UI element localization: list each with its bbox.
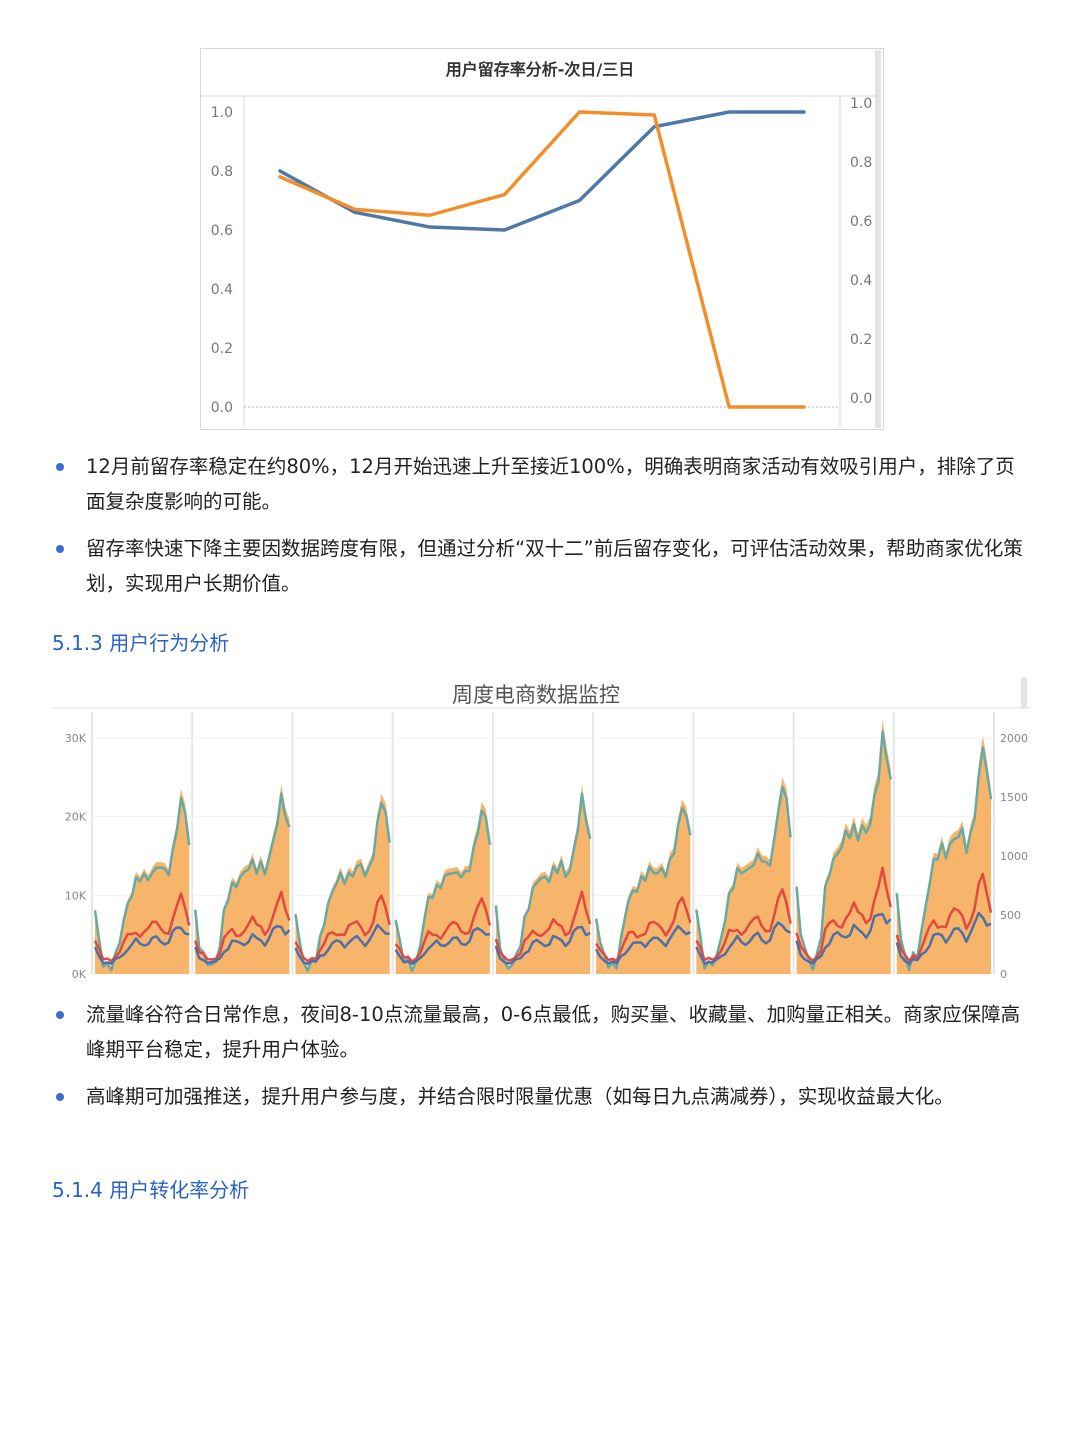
bullet-dot bbox=[56, 1093, 64, 1101]
traffic-chart-title: 周度电商数据监控 bbox=[452, 683, 620, 707]
traffic-area-day-2 bbox=[195, 784, 290, 974]
retention-y2-tick-label: 0.6 bbox=[850, 214, 872, 230]
traffic-line-red-day-6 bbox=[595, 896, 692, 962]
traffic-right-ticks: 0 500 1000 1500 2000 bbox=[1000, 732, 1028, 981]
traffic-line-teal-day-6 bbox=[594, 806, 692, 970]
traffic-grid bbox=[91, 712, 995, 975]
bullet-text: 留存率快速下降主要因数据跨度有限，但通过分析“双十二”前后留存变化，可评估活动效… bbox=[86, 537, 1023, 595]
retention-y2-tick-label: 0.0 bbox=[850, 391, 872, 407]
retention-series-line-1 bbox=[278, 110, 806, 232]
traffic-line-blue-day-3 bbox=[294, 923, 390, 966]
retention-chart-title: 用户留存率分析-次日/三日 bbox=[446, 60, 635, 79]
retention-y-tick-label: 1.0 bbox=[211, 105, 233, 121]
retention-y2-tick-label: 0.2 bbox=[850, 332, 872, 348]
retention-y2-tick-label: 0.4 bbox=[850, 273, 872, 289]
traffic-y2-tick-label: 0 bbox=[1000, 968, 1007, 978]
traffic-area-day-4 bbox=[395, 801, 490, 974]
retention-series-line-2 bbox=[278, 110, 806, 409]
retention-series bbox=[278, 110, 806, 409]
bullet-list-retention: 12月前留存率稳定在约80%，12月开始迅速上升至接近100%，明确表明商家活动… bbox=[52, 449, 1032, 613]
traffic-y2-tick-label: 2000 bbox=[1000, 732, 1028, 745]
traffic-y2-tick-label: 500 bbox=[1000, 909, 1021, 922]
traffic-area-day-5 bbox=[495, 784, 591, 974]
traffic-line-blue-day-5 bbox=[494, 925, 591, 965]
retention-y-tick-label: 0.4 bbox=[211, 282, 233, 298]
bullet-text: 12月前留存率稳定在约80%，12月开始迅速上升至接近100%，明确表明商家活动… bbox=[86, 455, 1015, 513]
traffic-line-teal-day-4 bbox=[394, 809, 492, 973]
retention-y2-tick-label: 0.8 bbox=[850, 155, 872, 171]
bullet-item: 12月前留存率稳定在约80%，12月开始迅速上升至接近100%，明确表明商家活动… bbox=[52, 449, 1032, 519]
traffic-left-ticks: 0K 10K 20K 30K bbox=[65, 732, 87, 981]
traffic-line-red-day-2 bbox=[194, 890, 291, 961]
traffic-chart-svg: 周度电商数据监控 0K 10K 20K 30K 0 500 1000 1500 2000 bbox=[52, 676, 1030, 981]
traffic-chart: 周度电商数据监控 0K 10K 20K 30K 0 500 1000 1500 2000 bbox=[52, 676, 1030, 981]
section-heading-behavior: 5.1.3 用户行为分析 bbox=[52, 631, 230, 655]
retention-y-tick-label: 0.2 bbox=[211, 341, 233, 357]
traffic-line-red-day-8 bbox=[795, 866, 892, 963]
traffic-line-red-day-9 bbox=[895, 872, 993, 963]
traffic-area-day-8 bbox=[796, 719, 891, 974]
traffic-line-blue-day-6 bbox=[595, 924, 691, 965]
traffic-line-red-day-3 bbox=[294, 894, 391, 963]
bullet-item: 高峰期可加强推送，提升用户参与度，并结合限时限量优惠（如每日九点满减券），实现收… bbox=[52, 1079, 1032, 1114]
traffic-y-tick-label: 30K bbox=[65, 732, 87, 745]
section-heading-conversion: 5.1.4 用户转化率分析 bbox=[52, 1178, 250, 1202]
traffic-area-day-7 bbox=[696, 777, 791, 974]
traffic-line-red-day-1 bbox=[93, 892, 191, 963]
traffic-area-day-6 bbox=[596, 799, 691, 974]
bullet-text: 流量峰谷符合日常作息，夜间8-10点流量最高，0-6点最低，购买量、收藏量、加购… bbox=[86, 1003, 1021, 1061]
traffic-line-teal-day-5 bbox=[494, 792, 592, 971]
retention-chart-frame bbox=[200, 48, 884, 430]
traffic-line-blue-day-7 bbox=[695, 921, 792, 965]
traffic-area-day-3 bbox=[295, 793, 390, 974]
traffic-y2-tick-label: 1500 bbox=[1000, 791, 1028, 804]
retention-y-tick-label: 0.6 bbox=[211, 223, 233, 239]
traffic-area-series bbox=[95, 719, 991, 974]
retention-left-ticks: 0.0 0.2 0.4 0.6 0.8 1.0 bbox=[211, 105, 233, 416]
traffic-line-blue-day-9 bbox=[895, 911, 992, 966]
traffic-line-blue-day-1 bbox=[93, 926, 190, 965]
bullet-dot bbox=[56, 545, 64, 553]
retention-right-ticks: 0.0 0.2 0.4 0.6 0.8 1.0 bbox=[850, 96, 872, 407]
retention-y2-tick-label: 1.0 bbox=[850, 96, 872, 112]
bullet-dot bbox=[56, 463, 64, 471]
traffic-line-red-day-7 bbox=[695, 888, 792, 962]
bullet-dot bbox=[56, 1011, 64, 1019]
retention-chart-svg: 用户留存率分析-次日/三日 0.00.20.40.60.81.0 0.00.20… bbox=[200, 48, 884, 430]
bullet-text: 高峰期可加强推送，提升用户参与度，并结合限时限量优惠（如每日九点满减券），实现收… bbox=[86, 1085, 954, 1108]
traffic-line-teal-day-1 bbox=[93, 796, 191, 972]
traffic-line-teal-day-8 bbox=[795, 730, 893, 971]
retention-y-tick-label: 0.0 bbox=[211, 400, 233, 416]
traffic-line-red-day-4 bbox=[394, 897, 492, 963]
traffic-line-teal-day-7 bbox=[695, 785, 792, 970]
traffic-y-tick-label: 20K bbox=[65, 811, 87, 824]
bullet-list-behavior: 流量峰谷符合日常作息，夜间8-10点流量最高，0-6点最低，购买量、收藏量、加购… bbox=[52, 997, 1032, 1126]
traffic-line-teal-day-2 bbox=[193, 792, 291, 967]
traffic-y2-tick-label: 1000 bbox=[1000, 850, 1028, 863]
traffic-y-tick-label: 0K bbox=[72, 968, 87, 978]
traffic-line-blue-day-4 bbox=[394, 926, 490, 966]
traffic-line-blue-day-2 bbox=[194, 924, 291, 965]
retention-chart: 用户留存率分析-次日/三日 0.0 0.2 0.4 0.6 0.8 1.0 0.0 0.2 0… bbox=[200, 48, 884, 430]
traffic-y-tick-label: 10K bbox=[65, 889, 87, 902]
traffic-area-day-1 bbox=[95, 788, 190, 974]
traffic-line-series bbox=[93, 730, 993, 973]
bullet-item: 流量峰谷符合日常作息，夜间8-10点流量最高，0-6点最低，购买量、收藏量、加购… bbox=[52, 997, 1032, 1067]
retention-y-tick-label: 0.8 bbox=[211, 164, 233, 180]
traffic-line-blue-day-8 bbox=[795, 912, 892, 965]
traffic-line-red-day-5 bbox=[494, 890, 592, 962]
bullet-item: 留存率快速下降主要因数据跨度有限，但通过分析“双十二”前后留存变化，可评估活动效… bbox=[52, 531, 1032, 601]
